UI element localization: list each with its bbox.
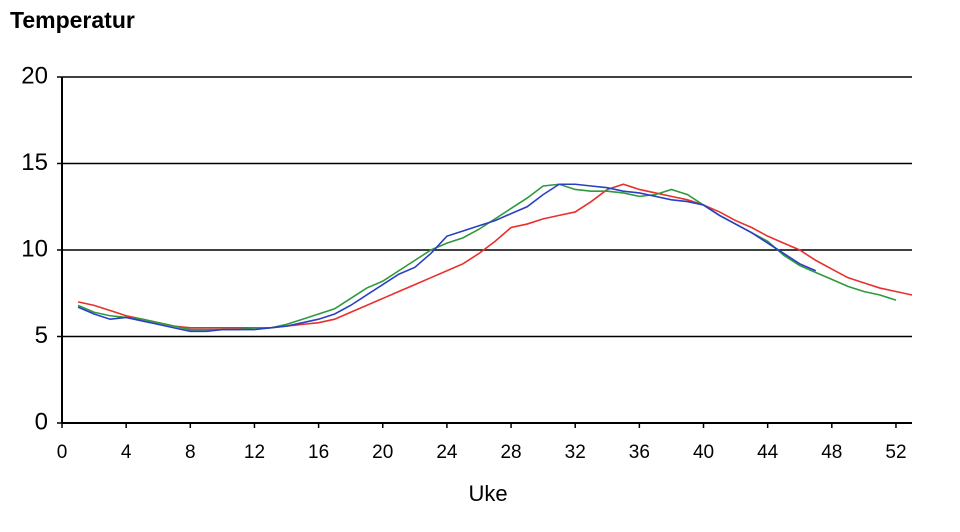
- series-line: [77, 183, 913, 329]
- x-tick-label: 16: [308, 442, 329, 463]
- y-tick-label: 20: [21, 62, 48, 89]
- x-tick-label: 48: [821, 442, 842, 463]
- x-tick-label: 32: [565, 442, 586, 463]
- x-axis-label: Uke: [468, 481, 507, 506]
- y-tick-label: 15: [21, 149, 48, 176]
- x-tick-label: 44: [757, 442, 779, 463]
- x-tick-label: 24: [436, 442, 458, 463]
- x-tick-label: 28: [500, 442, 521, 463]
- x-tick-label: 36: [629, 442, 650, 463]
- chart-title: Temperatur: [10, 7, 135, 33]
- x-tick-label: 40: [693, 442, 714, 463]
- x-tick-label: 0: [57, 442, 68, 463]
- series-line: [77, 183, 817, 333]
- series-line: [77, 183, 897, 331]
- x-tick-label: 20: [372, 442, 393, 463]
- x-tick-label: 12: [244, 442, 265, 463]
- y-tick-label: 5: [35, 322, 48, 349]
- x-tick-label: 8: [185, 442, 196, 463]
- y-tick-label: 10: [21, 235, 48, 262]
- x-tick-label: 4: [121, 442, 132, 463]
- y-tick-label: 0: [35, 408, 48, 435]
- x-tick-label: 52: [885, 442, 906, 463]
